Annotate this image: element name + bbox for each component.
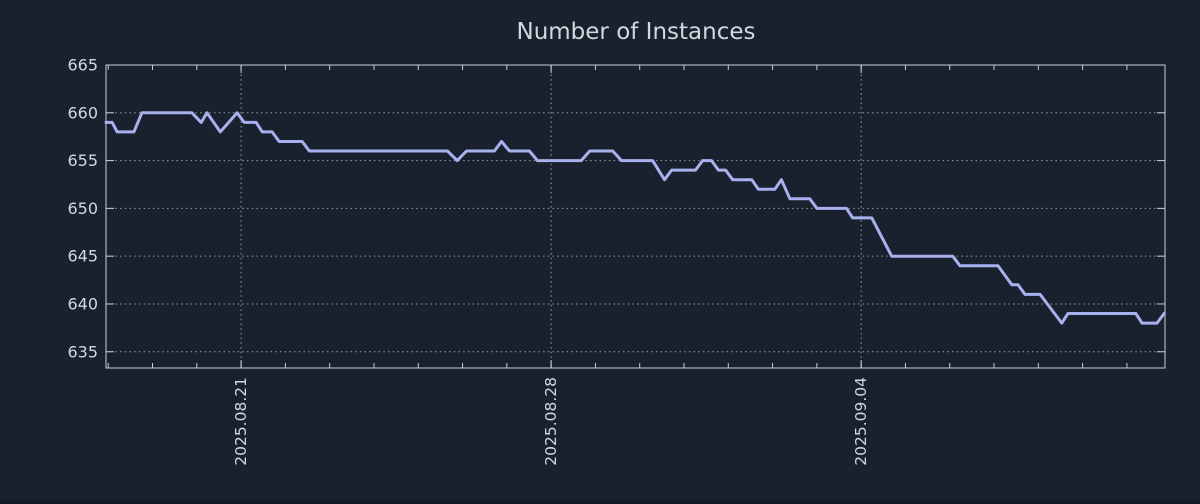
axis-labels: 635 640 645 650 655 660 665 2025.08.21 2025.08.2… xyxy=(67,56,870,466)
y-tick-label: 665 xyxy=(67,56,98,75)
plot-frame xyxy=(105,64,1166,369)
chart-title: Number of Instances xyxy=(517,19,756,45)
y-tick-label: 655 xyxy=(67,151,98,170)
x-tick-label: 2025.08.28 xyxy=(542,377,560,466)
y-tick-label: 660 xyxy=(67,103,98,122)
y-tick-label: 650 xyxy=(67,199,98,218)
y-tick-label: 640 xyxy=(67,294,98,313)
y-tick-label: 635 xyxy=(67,342,98,361)
series-layer xyxy=(104,111,1166,325)
x-tick-label: 2025.08.21 xyxy=(232,377,250,466)
x-tick-label: 2025.09.04 xyxy=(852,377,870,466)
axes xyxy=(105,64,1166,369)
y-tick-label: 645 xyxy=(67,247,98,266)
series-line xyxy=(104,111,1166,325)
